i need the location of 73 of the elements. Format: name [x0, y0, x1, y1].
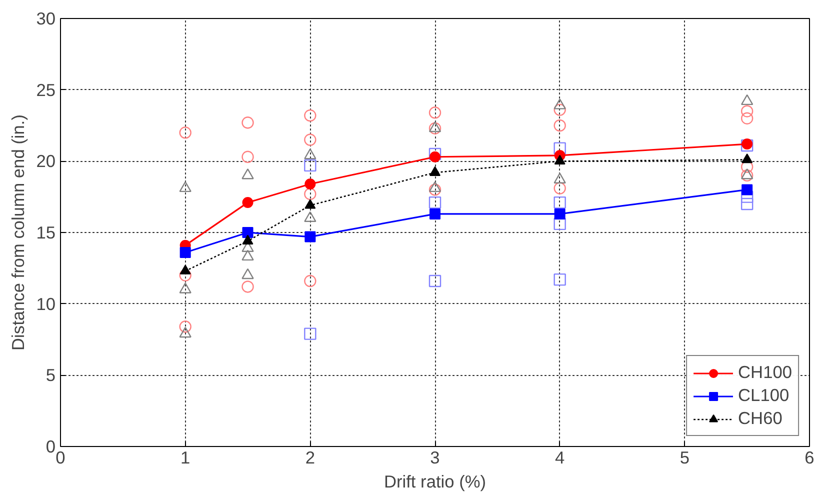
point — [740, 168, 754, 180]
point — [242, 168, 254, 180]
point — [740, 94, 754, 106]
point — [428, 274, 442, 288]
x-tick-label: 3 — [430, 448, 440, 468]
point — [304, 328, 316, 340]
y-tick-label: 10 — [36, 294, 56, 314]
x-axis-title: Drift ratio (%) — [384, 472, 486, 492]
point — [304, 188, 316, 200]
point — [242, 234, 254, 244]
point — [554, 142, 566, 154]
point — [180, 246, 191, 258]
point — [242, 197, 254, 208]
point — [304, 211, 316, 222]
x-tick-label: 5 — [680, 448, 690, 468]
point — [554, 154, 566, 165]
point — [428, 181, 442, 192]
point — [179, 282, 192, 294]
y-tick-label: 25 — [36, 80, 56, 100]
x-tick-label: 1 — [180, 448, 190, 468]
point — [554, 104, 566, 116]
point — [554, 182, 566, 194]
y-axis-title: Distance from column end (in.) — [8, 114, 28, 350]
point — [428, 184, 442, 196]
point — [428, 148, 442, 160]
point — [242, 250, 254, 261]
point — [179, 126, 192, 139]
point — [554, 98, 566, 110]
point — [242, 227, 254, 238]
point — [554, 119, 566, 132]
point — [740, 169, 754, 182]
x-tick-label: 6 — [804, 448, 814, 468]
y-tick-label: 15 — [36, 222, 56, 242]
point — [554, 218, 566, 230]
point — [428, 106, 442, 119]
y-tick-label: 20 — [36, 151, 56, 172]
point — [740, 112, 754, 124]
y-tick-label: 5 — [46, 365, 56, 386]
point — [430, 166, 440, 176]
point — [242, 150, 254, 163]
point — [740, 105, 754, 118]
point — [242, 280, 254, 293]
point — [304, 178, 316, 190]
point — [304, 134, 316, 146]
x-tick-label: 4 — [555, 448, 566, 468]
point — [430, 208, 440, 220]
point — [179, 269, 192, 282]
point — [242, 268, 254, 280]
point — [242, 116, 254, 129]
point — [304, 159, 316, 172]
point — [179, 181, 192, 192]
point — [304, 109, 316, 122]
point — [304, 274, 316, 288]
point — [742, 153, 753, 164]
point — [304, 231, 316, 242]
point — [554, 172, 566, 184]
point — [554, 196, 566, 209]
point — [742, 184, 753, 196]
legend-label: CH60 — [738, 408, 782, 429]
legend-label: CL100 — [738, 385, 790, 406]
point — [428, 196, 442, 209]
point — [304, 199, 316, 209]
point — [740, 198, 754, 210]
legend-label: CH100 — [738, 362, 792, 383]
point — [430, 151, 440, 162]
y-tick-label: 30 — [36, 8, 56, 28]
x-tick-label: 2 — [305, 448, 315, 468]
point — [180, 264, 191, 274]
point — [554, 208, 566, 220]
point — [179, 326, 192, 338]
point — [554, 273, 566, 286]
point — [179, 320, 192, 333]
point — [304, 148, 316, 160]
